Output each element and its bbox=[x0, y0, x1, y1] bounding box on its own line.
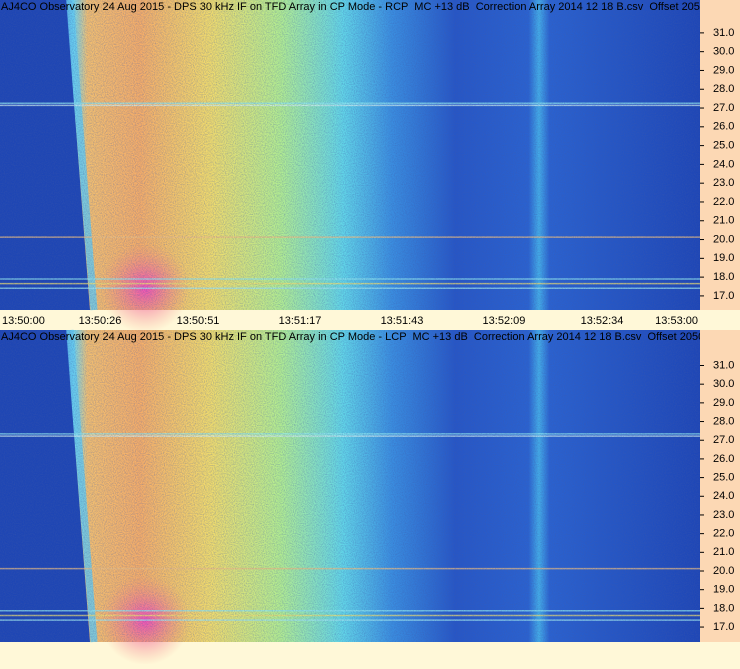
panel-title: AJ4CO Observatory 24 Aug 2015 - DPS 30 k… bbox=[1, 331, 740, 343]
y-tick-label: 29.0 bbox=[713, 64, 734, 76]
y-tick-label: 20.0 bbox=[713, 233, 734, 245]
y-tick-label: 28.0 bbox=[713, 415, 734, 427]
noise bbox=[0, 330, 700, 642]
y-tick-label: 30.0 bbox=[713, 46, 734, 58]
y-tick-label: 21.0 bbox=[713, 546, 734, 558]
y-tick-label: 27.0 bbox=[713, 102, 734, 114]
y-tick-label: 25.0 bbox=[713, 471, 734, 483]
y-tick-label: 22.0 bbox=[713, 528, 734, 540]
y-tick-label: 26.0 bbox=[713, 453, 734, 465]
y-tick-label: 21.0 bbox=[713, 215, 734, 227]
y-tick-label: 24.0 bbox=[713, 158, 734, 170]
y-tick-label: 18.0 bbox=[713, 602, 734, 614]
axis-strip bbox=[700, 330, 740, 642]
x-tick-label: 13:51:17 bbox=[279, 315, 322, 327]
y-tick-label: 27.0 bbox=[713, 434, 734, 446]
y-tick-label: 30.0 bbox=[713, 378, 734, 390]
y-tick-label: 31.0 bbox=[713, 359, 734, 371]
y-tick-label: 19.0 bbox=[713, 252, 734, 264]
axis-strip bbox=[700, 0, 740, 310]
y-tick-label: 19.0 bbox=[713, 584, 734, 596]
y-tick-label: 22.0 bbox=[713, 196, 734, 208]
y-tick-label: 31.0 bbox=[713, 27, 734, 39]
spectrogram-panel: AJ4CO Observatory 24 Aug 2015 - DPS 30 k… bbox=[0, 329, 740, 665]
x-tick-label: 13:50:26 bbox=[79, 315, 122, 327]
y-tick-label: 28.0 bbox=[713, 83, 734, 95]
x-tick-label: 13:50:00 bbox=[2, 315, 45, 327]
y-tick-label: 17.0 bbox=[713, 621, 734, 633]
y-tick-label: 17.0 bbox=[713, 290, 734, 302]
x-tick-label: 13:50:51 bbox=[177, 315, 220, 327]
y-tick-label: 18.0 bbox=[713, 271, 734, 283]
x-tick-label: 13:52:09 bbox=[483, 315, 526, 327]
y-tick-label: 26.0 bbox=[713, 121, 734, 133]
spectrogram-panel: AJ4CO Observatory 24 Aug 2015 - DPS 30 k… bbox=[0, 0, 740, 333]
x-tick-label: 13:52:34 bbox=[581, 315, 624, 327]
y-tick-label: 29.0 bbox=[713, 397, 734, 409]
y-tick-label: 25.0 bbox=[713, 140, 734, 152]
y-tick-label: 23.0 bbox=[713, 177, 734, 189]
y-tick-label: 23.0 bbox=[713, 509, 734, 521]
y-tick-label: 20.0 bbox=[713, 565, 734, 577]
noise bbox=[0, 0, 700, 310]
panel-title: AJ4CO Observatory 24 Aug 2015 - DPS 30 k… bbox=[1, 1, 740, 13]
y-tick-label: 24.0 bbox=[713, 490, 734, 502]
x-tick-label: 13:53:00 bbox=[655, 315, 698, 327]
x-tick-label: 13:51:43 bbox=[381, 315, 424, 327]
